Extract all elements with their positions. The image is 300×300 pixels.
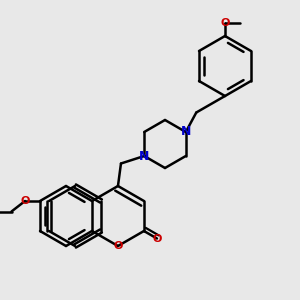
- Text: N: N: [139, 149, 149, 163]
- Text: O: O: [220, 17, 230, 28]
- Text: O: O: [152, 233, 162, 244]
- Text: N: N: [181, 125, 191, 139]
- Text: O: O: [113, 241, 123, 251]
- Text: O: O: [20, 196, 30, 206]
